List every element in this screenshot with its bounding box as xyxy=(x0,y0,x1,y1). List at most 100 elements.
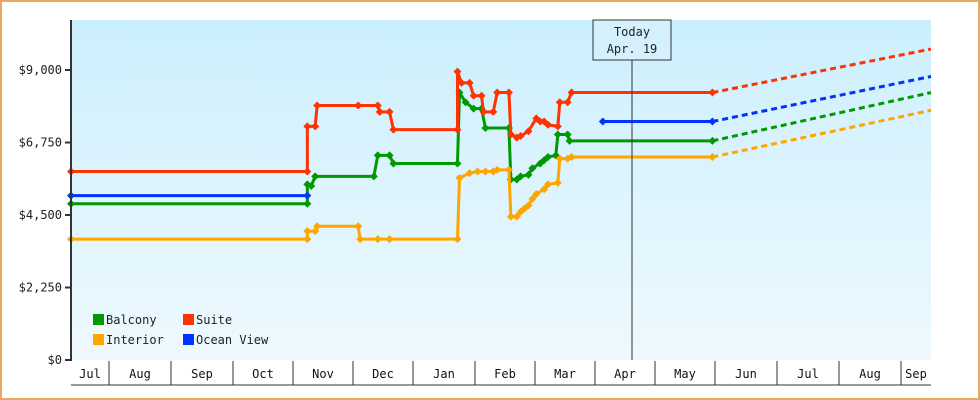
data-point[interactable] xyxy=(481,124,490,132)
data-point[interactable] xyxy=(528,164,537,173)
data-point[interactable] xyxy=(708,88,717,97)
month-label: Jun xyxy=(735,367,757,381)
data-point[interactable] xyxy=(453,159,462,168)
month-label: Nov xyxy=(312,367,334,381)
legend-swatch xyxy=(183,314,194,325)
data-point[interactable] xyxy=(544,180,553,189)
data-point[interactable] xyxy=(506,130,515,139)
data-point[interactable] xyxy=(373,151,382,160)
data-point[interactable] xyxy=(504,88,513,97)
data-point[interactable] xyxy=(524,201,533,210)
data-point[interactable] xyxy=(303,199,312,208)
data-point[interactable] xyxy=(373,235,382,244)
data-point[interactable] xyxy=(385,235,394,244)
data-point[interactable] xyxy=(479,107,488,116)
data-point[interactable] xyxy=(465,169,474,178)
data-point[interactable] xyxy=(516,172,525,181)
data-point[interactable] xyxy=(544,120,553,129)
data-point[interactable] xyxy=(373,101,382,110)
data-point[interactable] xyxy=(313,222,322,231)
data-point[interactable] xyxy=(453,235,462,244)
data-point[interactable] xyxy=(506,212,515,221)
data-point[interactable] xyxy=(555,154,564,163)
data-point[interactable] xyxy=(311,122,320,131)
data-point[interactable] xyxy=(369,172,378,181)
data-point[interactable] xyxy=(307,182,316,190)
data-point[interactable] xyxy=(455,173,464,182)
data-point[interactable] xyxy=(563,98,572,107)
data-point[interactable] xyxy=(708,136,717,145)
data-point[interactable] xyxy=(303,167,312,176)
month-label: Apr xyxy=(614,367,636,381)
month-label: Jan xyxy=(433,367,455,381)
month-label: Oct xyxy=(252,367,274,381)
data-point[interactable] xyxy=(477,91,486,100)
data-point[interactable] xyxy=(465,78,474,87)
y-tick-label: $4,500 xyxy=(19,208,62,222)
data-point[interactable] xyxy=(375,107,384,116)
data-point[interactable] xyxy=(385,107,394,116)
data-point[interactable] xyxy=(504,165,513,174)
data-point[interactable] xyxy=(473,167,482,176)
data-point[interactable] xyxy=(563,130,572,139)
data-point[interactable] xyxy=(469,91,478,100)
legend-swatch xyxy=(183,334,194,345)
data-point[interactable] xyxy=(453,67,462,76)
data-point[interactable] xyxy=(303,191,312,200)
data-point[interactable] xyxy=(481,167,490,176)
data-point[interactable] xyxy=(567,153,576,161)
legend-swatch xyxy=(93,314,104,325)
data-point[interactable] xyxy=(354,222,363,231)
series-layer xyxy=(67,47,932,244)
data-point[interactable] xyxy=(354,101,363,110)
legend-item-balcony[interactable]: Balcony xyxy=(93,313,157,327)
data-point[interactable] xyxy=(708,153,717,161)
data-point[interactable] xyxy=(532,190,541,199)
legend-label: Suite xyxy=(196,313,232,327)
data-point[interactable] xyxy=(469,104,478,113)
data-point[interactable] xyxy=(313,101,322,110)
legend-label: Balcony xyxy=(106,313,157,327)
data-point[interactable] xyxy=(457,78,466,87)
data-point[interactable] xyxy=(311,172,320,181)
data-point[interactable] xyxy=(544,153,553,161)
data-point[interactable] xyxy=(303,235,312,244)
data-point[interactable] xyxy=(453,125,462,134)
data-point[interactable] xyxy=(356,235,365,244)
data-point[interactable] xyxy=(540,185,549,194)
legend-item-interior[interactable]: Interior xyxy=(93,333,164,347)
legend: Balcony Suite Interior Ocean View xyxy=(93,313,269,347)
data-point[interactable] xyxy=(389,159,398,168)
data-point[interactable] xyxy=(389,125,398,134)
month-label: Aug xyxy=(129,367,151,381)
data-point[interactable] xyxy=(553,178,562,187)
data-point[interactable] xyxy=(489,107,498,116)
legend-item-suite[interactable]: Suite xyxy=(183,313,232,327)
month-label: Sep xyxy=(905,367,927,381)
data-point[interactable] xyxy=(567,88,576,97)
data-point[interactable] xyxy=(708,117,717,126)
data-point[interactable] xyxy=(493,88,502,97)
month-label: Mar xyxy=(554,367,576,381)
data-point[interactable] xyxy=(528,194,537,203)
legend-swatch xyxy=(93,334,104,345)
data-point[interactable] xyxy=(512,212,521,221)
data-point[interactable] xyxy=(553,122,562,131)
data-point[interactable] xyxy=(303,227,312,236)
data-point[interactable] xyxy=(493,165,502,174)
data-point[interactable] xyxy=(385,151,394,160)
data-point[interactable] xyxy=(565,136,574,145)
series-interior xyxy=(67,108,932,244)
month-label: Aug xyxy=(859,367,881,381)
data-point[interactable] xyxy=(555,98,564,107)
data-point[interactable] xyxy=(553,130,562,139)
legend-item-ocean-view[interactable]: Ocean View xyxy=(183,333,269,347)
data-point[interactable] xyxy=(516,132,525,141)
data-point[interactable] xyxy=(524,170,533,179)
legend-label: Ocean View xyxy=(196,333,269,347)
data-point[interactable] xyxy=(303,122,312,131)
data-point[interactable] xyxy=(524,127,533,136)
data-point[interactable] xyxy=(598,117,607,126)
data-point[interactable] xyxy=(461,98,470,107)
